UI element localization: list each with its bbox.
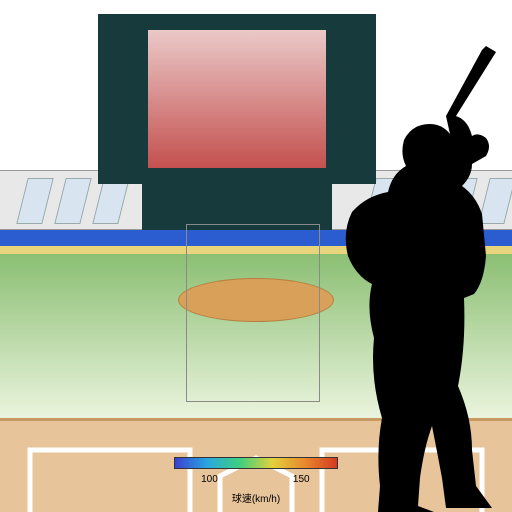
velocity-tick: 100 [201,474,218,485]
batter-silhouette [296,46,512,512]
pitch-location-chart: 100150 球速(km/h) [0,0,512,512]
